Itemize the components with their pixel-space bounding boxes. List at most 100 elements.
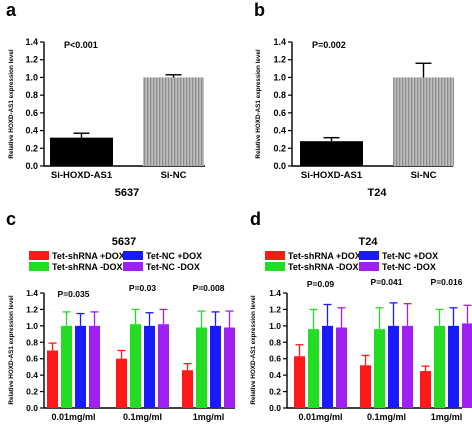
panel-c-bar	[89, 325, 100, 408]
panel-d-y-tick-label: 0.8	[269, 337, 281, 347]
panel-d-bar	[336, 327, 347, 408]
panel-d-y-axis-label: Relative HOXD-AS1 expression level	[250, 295, 257, 404]
panel-c-bar	[196, 327, 207, 408]
panel-d-bar	[322, 325, 333, 408]
panel-d-legend-swatch	[359, 262, 379, 271]
panel-a-bar	[143, 77, 204, 166]
panel-c-bar	[130, 324, 141, 408]
panel-letter-d: d	[250, 209, 261, 229]
panel-c-legend-swatch	[123, 251, 143, 260]
panel-b-y-tick-label: 0.2	[273, 143, 286, 153]
panel-c-y-tick-label: 0.4	[26, 370, 38, 380]
panel-d-legend-swatch	[359, 251, 379, 260]
panel-c-y-tick-label: 0.2	[26, 387, 38, 397]
panel-a-subtitle: 5637	[115, 187, 139, 199]
panel-b-y-tick-label: 1.4	[273, 37, 286, 47]
panel-c-bar	[116, 358, 127, 408]
panel-c-legend-label: Tet-shRNA +DOX	[52, 251, 125, 261]
panel-b-y-tick-label: 1.2	[273, 55, 286, 65]
panel-b-y-tick-label: 0.6	[273, 108, 286, 118]
panel-c-p-value: P=0.008	[193, 283, 225, 293]
panel-b-y-tick-label: 0.0	[273, 161, 286, 171]
panel-d-legend-swatch	[265, 262, 285, 271]
panel-a-y-tick-label: 0.0	[25, 161, 38, 171]
panel-a-y-tick-label: 0.4	[25, 126, 38, 136]
panel-d-legend-label: Tet-shRNA -DOX	[288, 262, 359, 272]
panel-d-bar	[420, 371, 431, 408]
panel-d-bar	[434, 325, 445, 408]
panel-d-category-label: 0.1mg/ml	[367, 412, 406, 422]
panel-c-p-value: P=0.035	[58, 289, 90, 299]
panel-a-y-tick-label: 0.2	[25, 143, 38, 153]
panel-d-bar	[360, 365, 371, 408]
panel-c-y-tick-label: 1.4	[26, 288, 38, 298]
panel-d-p-value: P=0.041	[371, 277, 403, 287]
panel-c-bar	[47, 350, 58, 408]
panel-d-bar	[308, 329, 319, 408]
panel-c-bar	[75, 325, 86, 408]
panel-c-bar	[210, 325, 221, 408]
panel-c-y-tick-label: 0.6	[26, 354, 38, 364]
panel-letter-a: a	[6, 0, 17, 20]
panel-d-bar	[462, 323, 472, 408]
panel-c-legend-swatch	[123, 262, 143, 271]
panel-c-legend-label: Tet-NC -DOX	[146, 262, 200, 272]
panel-a-y-tick-label: 1.2	[25, 55, 38, 65]
panel-c-legend-label: Tet-shRNA -DOX	[52, 262, 123, 272]
panel-c-legend-label: Tet-NC +DOX	[146, 251, 202, 261]
panel-c-category-label: 1mg/ml	[193, 412, 225, 422]
panel-a-y-tick-label: 1.4	[25, 37, 38, 47]
panel-c-bar	[182, 370, 193, 408]
panel-d-y-tick-label: 0.6	[269, 354, 281, 364]
panel-a-y-axis-label: Relative HOXD-AS1 expression level	[8, 49, 15, 158]
panel-b-y-tick-label: 0.4	[273, 126, 286, 136]
panel-b-bar	[393, 77, 454, 166]
chart-layer: 0.0 0.2 0.4 0.6 0.8 1.0 1.2 1.4 Relative HOXD-AS…	[8, 37, 472, 422]
panel-d-category-label: 0.01mg/ml	[298, 412, 342, 422]
panel-d-y-tick-label: 1.2	[269, 304, 281, 314]
panel-b-p-value: P=0.002	[312, 40, 346, 50]
panel-a-category-label: Si-HOXD-AS1	[51, 170, 113, 181]
panel-a-y-tick-label: 0.6	[25, 108, 38, 118]
panel-d-y-tick-label: 0.4	[269, 370, 281, 380]
panel-letter-b: b	[254, 0, 265, 20]
panel-c-title: 5637	[112, 236, 136, 248]
panel-b-category-label: Si-HOXD-AS1	[301, 170, 363, 181]
panel-d-category-label: 1mg/ml	[431, 412, 463, 422]
panel-c-bar	[61, 325, 72, 408]
panel-b-y-axis-label: Relative HOXD-AS1 expression level	[255, 49, 262, 158]
panel-c-legend-swatch	[29, 262, 49, 271]
panel-d-y-tick-label: 1.0	[269, 321, 281, 331]
panel-c-y-tick-label: 0.0	[26, 403, 38, 413]
panel-b-y-tick-label: 1.0	[273, 72, 286, 82]
panel-d-legend-label: Tet-shRNA +DOX	[288, 251, 361, 261]
panel-c-legend-swatch	[29, 251, 49, 260]
panel-a-y-tick-label: 1.0	[25, 72, 38, 82]
panel-d-y-tick-label: 0.0	[269, 403, 281, 413]
panel-d-y-tick-label: 0.2	[269, 387, 281, 397]
panel-c-category-label: 0.1mg/ml	[123, 412, 162, 422]
panel-b-bar	[300, 141, 363, 166]
panel-d-title: T24	[359, 236, 379, 248]
panel-c-y-tick-label: 0.8	[26, 337, 38, 347]
panel-b-y-tick-label: 0.8	[273, 90, 286, 100]
panel-c-bar	[224, 327, 235, 408]
panel-d-bar	[402, 325, 413, 408]
panel-d-p-value: P=0.09	[307, 279, 334, 289]
panel-c-bar	[144, 325, 155, 408]
panel-a-bar	[50, 137, 113, 166]
panel-d-legend-label: Tet-NC -DOX	[382, 262, 436, 272]
panel-d-bar	[294, 356, 305, 408]
panel-a-category-label: Si-NC	[161, 170, 187, 181]
panel-c-y-axis-label: Relative HOXD-AS1 expression level	[8, 295, 15, 404]
panel-c-bar	[158, 324, 169, 408]
panel-b-category-label: Si-NC	[411, 170, 437, 181]
panel-d-bar	[388, 325, 399, 408]
panel-d-y-tick-label: 1.4	[269, 288, 281, 298]
panel-letter-c: c	[6, 209, 16, 229]
panel-c-p-value: P=0.03	[129, 283, 156, 293]
panel-c-y-tick-label: 1.0	[26, 321, 38, 331]
panel-a-y-tick-label: 0.8	[25, 90, 38, 100]
panel-c-y-tick-label: 1.2	[26, 304, 38, 314]
